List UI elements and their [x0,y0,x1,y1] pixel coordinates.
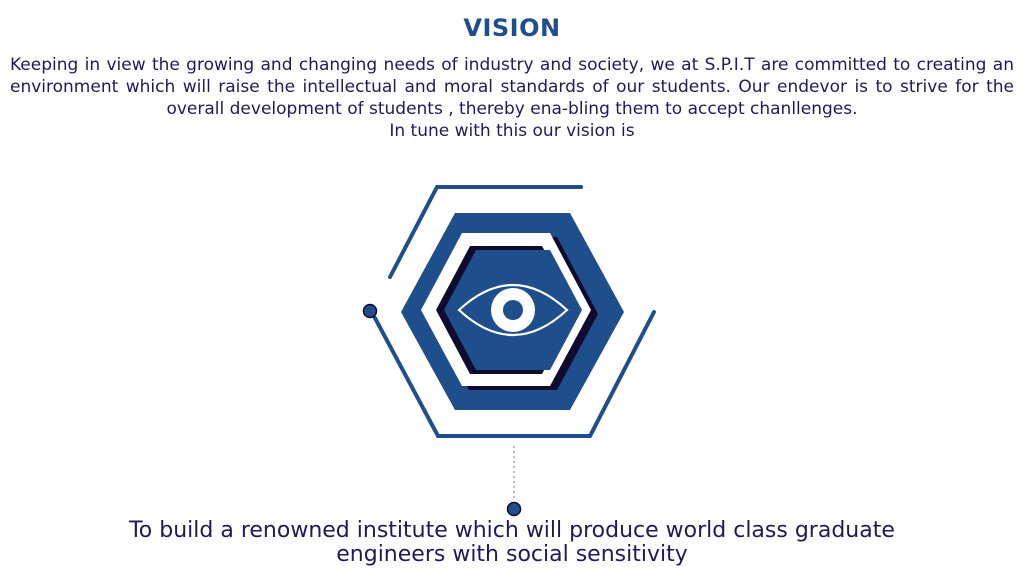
outer-frame-bottom-segment [373,310,656,438]
left-connector-dot [362,303,378,319]
intro-lead-in: In tune with this our vision is [389,121,635,141]
outer-hex-frame [373,185,656,438]
intro-text: Keeping in view the growing and changing… [10,54,1014,142]
outer-frame-top-segment [388,185,583,279]
intro-paragraph: Keeping in view the growing and changing… [10,55,1014,119]
bottom-connector-dot [506,501,522,517]
page-title: VISION [463,14,561,42]
eye-icon [457,283,569,337]
vision-statement: To build a renowned institute which will… [129,518,895,567]
